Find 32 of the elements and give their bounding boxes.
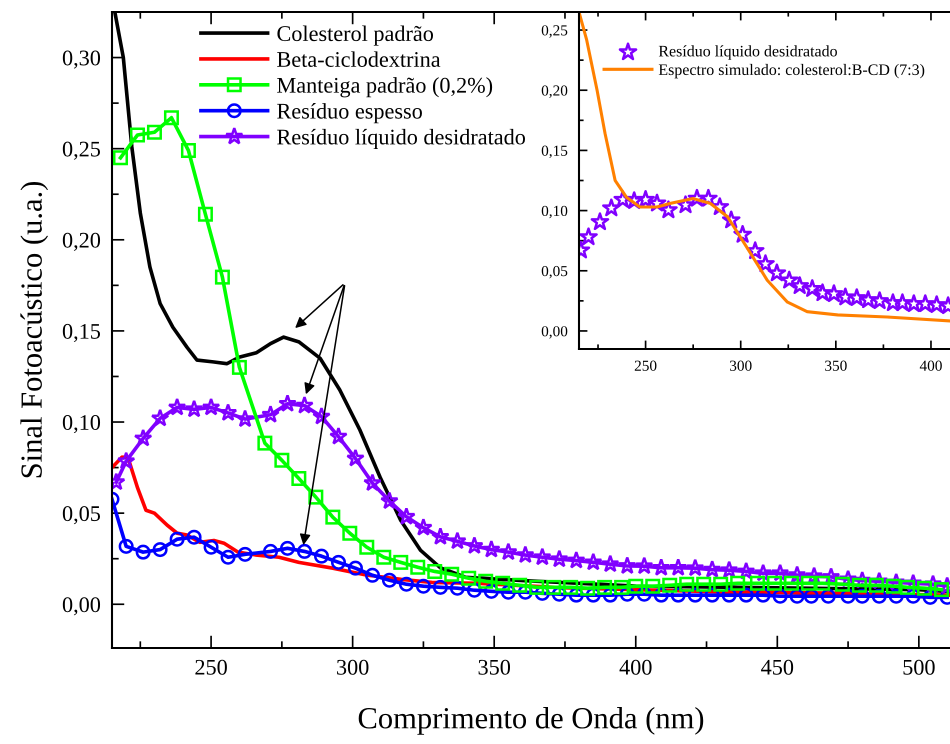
y-axis-title: Sinal Fotoacústico (u.a.) xyxy=(20,182,48,478)
legend-label: Beta-ciclodextrina xyxy=(277,51,440,67)
x-tick-label: 250 xyxy=(634,360,656,371)
legend-label: Resíduo líquido desidratado xyxy=(277,128,525,150)
legend-label: Resíduo espesso xyxy=(277,103,422,124)
legend-label: Manteiga padrão (0,2%) xyxy=(277,77,492,98)
y-tick-label: 0,25 xyxy=(542,25,568,38)
y-tick-label: 0,15 xyxy=(542,146,568,158)
x-tick-label: 500 xyxy=(903,660,935,675)
y-tick-label: 0,15 xyxy=(62,324,100,342)
y-tick-label: 0,00 xyxy=(542,326,568,339)
x-tick-label: 350 xyxy=(825,360,847,371)
x-tick-label: 350 xyxy=(478,660,510,675)
x-tick-label: 450 xyxy=(761,660,794,675)
x-tick-label: 400 xyxy=(920,360,942,371)
x-tick-label: 250 xyxy=(195,660,227,675)
y-tick-label: 0,20 xyxy=(542,85,568,98)
legend-label: Resíduo líquido desidratado xyxy=(658,45,837,60)
y-tick-label: 0,25 xyxy=(62,142,100,160)
x-tick-label: 300 xyxy=(337,660,368,675)
legend-label: Espectro simulado: colesterol:B-CD (7:3) xyxy=(658,64,924,78)
y-tick-label: 0,10 xyxy=(542,206,568,218)
y-tick-label: 0,05 xyxy=(542,266,568,278)
x-tick-label: 300 xyxy=(730,360,752,371)
legend-label: Colesterol padrão xyxy=(277,25,434,46)
x-axis-title: Comprimento de Onda (nm) xyxy=(358,707,704,735)
y-tick-label: 0,05 xyxy=(62,506,100,524)
y-tick-label: 0,20 xyxy=(62,232,100,251)
y-tick-label: 0,10 xyxy=(62,414,100,434)
y-tick-label: 0,00 xyxy=(62,597,100,616)
y-tick-label: 0,30 xyxy=(62,50,100,69)
x-tick-label: 400 xyxy=(620,660,652,675)
